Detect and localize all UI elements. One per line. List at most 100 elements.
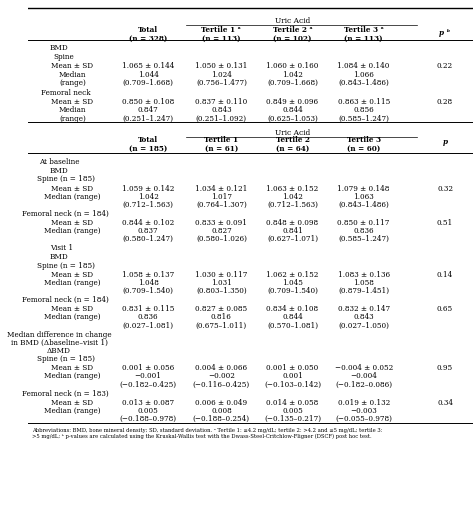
Text: Median: Median xyxy=(59,106,86,114)
Text: 0.841: 0.841 xyxy=(282,227,303,235)
Text: Femoral neck (n = 183): Femoral neck (n = 183) xyxy=(22,389,109,397)
Text: 0.863 ± 0.115: 0.863 ± 0.115 xyxy=(337,98,390,105)
Text: 1.030 ± 0.117: 1.030 ± 0.117 xyxy=(195,270,247,278)
Text: (−0.182–0.086): (−0.182–0.086) xyxy=(335,380,392,387)
Text: (0.585–1.247): (0.585–1.247) xyxy=(338,115,389,122)
Text: 1.063: 1.063 xyxy=(353,192,374,200)
Text: 1.058 ± 0.137: 1.058 ± 0.137 xyxy=(122,270,174,278)
Text: (0.843–1.486): (0.843–1.486) xyxy=(338,79,389,87)
Text: Spine (n = 185): Spine (n = 185) xyxy=(37,354,95,362)
Text: 1.084 ± 0.140: 1.084 ± 0.140 xyxy=(337,62,390,70)
Text: Tertile 3: Tertile 3 xyxy=(346,136,381,144)
Text: (n = 328): (n = 328) xyxy=(129,35,167,43)
Text: Tertile 1 ᵃ: Tertile 1 ᵃ xyxy=(201,26,241,34)
Text: (0.675–1.011): (0.675–1.011) xyxy=(196,321,247,329)
Text: 0.836: 0.836 xyxy=(138,313,158,321)
Text: 1.042: 1.042 xyxy=(282,192,303,200)
Text: Uric Acid: Uric Acid xyxy=(275,17,310,24)
Text: 0.019 ± 0.132: 0.019 ± 0.132 xyxy=(337,398,390,406)
Text: Median difference in change: Median difference in change xyxy=(7,330,111,338)
Text: (−0.188–0.254): (−0.188–0.254) xyxy=(193,414,250,422)
Text: 0.844: 0.844 xyxy=(282,313,303,321)
Text: (0.625–1.053): (0.625–1.053) xyxy=(267,115,318,122)
Text: (0.712–1.563): (0.712–1.563) xyxy=(123,201,173,208)
Text: 0.008: 0.008 xyxy=(211,406,232,414)
Text: 0.832 ± 0.147: 0.832 ± 0.147 xyxy=(337,305,390,313)
Text: Femoral neck: Femoral neck xyxy=(41,89,91,97)
Text: 0.844: 0.844 xyxy=(282,106,303,114)
Text: At baseline: At baseline xyxy=(39,158,79,166)
Text: Median (range): Median (range) xyxy=(44,313,101,321)
Text: 0.14: 0.14 xyxy=(437,270,453,278)
Text: 0.014 ± 0.058: 0.014 ± 0.058 xyxy=(266,398,319,406)
Text: Spine (n = 185): Spine (n = 185) xyxy=(37,261,95,269)
Text: 1.079 ± 0.148: 1.079 ± 0.148 xyxy=(337,184,390,192)
Text: (0.585–1.247): (0.585–1.247) xyxy=(338,235,389,243)
Text: (0.027–1.050): (0.027–1.050) xyxy=(338,321,389,329)
Text: ΔBMD: ΔBMD xyxy=(47,346,71,354)
Text: Total: Total xyxy=(138,136,158,144)
Text: Tertile 2 ᵃ: Tertile 2 ᵃ xyxy=(273,26,312,34)
Text: 0.849 ± 0.096: 0.849 ± 0.096 xyxy=(266,98,319,105)
Text: Mean ± SD: Mean ± SD xyxy=(52,305,93,313)
Text: 0.844 ± 0.102: 0.844 ± 0.102 xyxy=(122,219,174,227)
Text: (0.709–1.540): (0.709–1.540) xyxy=(267,287,318,294)
Text: p: p xyxy=(443,138,447,146)
Text: Mean ± SD: Mean ± SD xyxy=(52,219,93,227)
Text: (0.756–1.477): (0.756–1.477) xyxy=(196,79,247,87)
Text: Spine (n = 185): Spine (n = 185) xyxy=(37,175,95,183)
Text: BMD: BMD xyxy=(50,252,68,261)
Text: 1.045: 1.045 xyxy=(282,278,303,287)
Text: (0.627–1.071): (0.627–1.071) xyxy=(267,235,318,243)
Text: p ᵇ: p ᵇ xyxy=(439,29,451,37)
Text: (range): (range) xyxy=(59,79,86,87)
Text: Total: Total xyxy=(138,26,158,34)
Text: 0.51: 0.51 xyxy=(437,219,453,227)
Text: (n = 185): (n = 185) xyxy=(129,145,167,153)
Text: 1.066: 1.066 xyxy=(353,71,374,79)
Text: 0.834 ± 0.108: 0.834 ± 0.108 xyxy=(266,305,319,313)
Text: Median (range): Median (range) xyxy=(44,372,101,380)
Text: Mean ± SD: Mean ± SD xyxy=(52,62,93,70)
Text: Median (range): Median (range) xyxy=(44,278,101,287)
Text: (0.580–1.026): (0.580–1.026) xyxy=(196,235,247,243)
Text: (0.580–1.247): (0.580–1.247) xyxy=(123,235,173,243)
Text: 1.017: 1.017 xyxy=(211,192,232,200)
Text: (n = 113): (n = 113) xyxy=(345,35,383,43)
Text: 0.005: 0.005 xyxy=(282,406,303,414)
Text: 0.847: 0.847 xyxy=(137,106,158,114)
Text: Mean ± SD: Mean ± SD xyxy=(52,398,93,406)
Text: (n = 60): (n = 60) xyxy=(347,145,380,153)
Text: (0.027–1.081): (0.027–1.081) xyxy=(122,321,173,329)
Text: 0.816: 0.816 xyxy=(211,313,232,321)
Text: 0.22: 0.22 xyxy=(437,62,453,70)
Text: (−0.103–0.142): (−0.103–0.142) xyxy=(264,380,321,387)
Text: Uric Acid: Uric Acid xyxy=(275,129,310,137)
Text: 1.058: 1.058 xyxy=(353,278,374,287)
Text: −0.002: −0.002 xyxy=(208,372,235,380)
Text: (0.251–1.247): (0.251–1.247) xyxy=(122,115,173,122)
Text: (n = 64): (n = 64) xyxy=(276,145,309,153)
Text: 1.083 ± 0.136: 1.083 ± 0.136 xyxy=(337,270,390,278)
Text: Tertile 3 ᵃ: Tertile 3 ᵃ xyxy=(344,26,383,34)
Text: 1.063 ± 0.152: 1.063 ± 0.152 xyxy=(266,184,319,192)
Text: 0.827: 0.827 xyxy=(211,227,232,235)
Text: Mean ± SD: Mean ± SD xyxy=(52,184,93,192)
Text: (0.764–1.307): (0.764–1.307) xyxy=(196,201,247,208)
Text: Median: Median xyxy=(59,71,86,79)
Text: (0.843–1.486): (0.843–1.486) xyxy=(338,201,389,208)
Text: 0.013 ± 0.087: 0.013 ± 0.087 xyxy=(122,398,174,406)
Text: 1.048: 1.048 xyxy=(137,278,158,287)
Text: 1.034 ± 0.121: 1.034 ± 0.121 xyxy=(195,184,247,192)
Text: −0.004 ± 0.052: −0.004 ± 0.052 xyxy=(335,363,393,372)
Text: Tertile 2: Tertile 2 xyxy=(275,136,310,144)
Text: 1.062 ± 0.152: 1.062 ± 0.152 xyxy=(266,270,319,278)
Text: −0.001: −0.001 xyxy=(135,372,162,380)
Text: (−0.182–0.425): (−0.182–0.425) xyxy=(119,380,177,387)
Text: 1.060 ± 0.160: 1.060 ± 0.160 xyxy=(266,62,319,70)
Text: 1.050 ± 0.131: 1.050 ± 0.131 xyxy=(195,62,247,70)
Text: (0.879–1.451): (0.879–1.451) xyxy=(338,287,389,294)
Text: Tertile 1: Tertile 1 xyxy=(204,136,238,144)
Text: (0.712–1.563): (0.712–1.563) xyxy=(267,201,318,208)
Text: (0.251–1.092): (0.251–1.092) xyxy=(196,115,247,122)
